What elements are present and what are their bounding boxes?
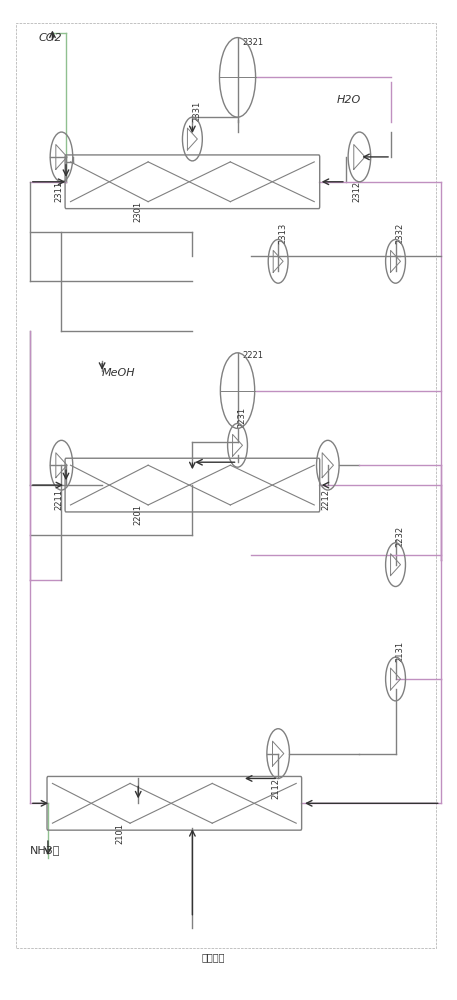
Text: 2221: 2221 (242, 351, 263, 360)
Text: 2201: 2201 (134, 504, 143, 525)
Text: CO2: CO2 (39, 33, 63, 43)
Text: 2312: 2312 (353, 181, 361, 202)
Text: NH3氨: NH3氨 (30, 845, 60, 855)
Text: MeOH: MeOH (102, 368, 136, 378)
Text: 2231: 2231 (238, 407, 246, 428)
Text: 2301: 2301 (134, 201, 143, 222)
Text: 2331: 2331 (192, 101, 202, 122)
Text: H2O: H2O (337, 95, 361, 105)
Text: 2112: 2112 (271, 778, 281, 799)
Text: 2211: 2211 (55, 489, 64, 510)
Text: 2232: 2232 (396, 526, 404, 547)
Text: 2311: 2311 (55, 181, 64, 202)
Text: 2321: 2321 (242, 38, 263, 47)
Text: 进气气体: 进气气体 (202, 952, 225, 962)
Text: 2332: 2332 (396, 223, 404, 244)
Text: 2313: 2313 (278, 223, 287, 244)
Text: 2212: 2212 (321, 489, 330, 510)
Text: 2131: 2131 (396, 641, 404, 662)
Text: 2101: 2101 (116, 823, 125, 844)
